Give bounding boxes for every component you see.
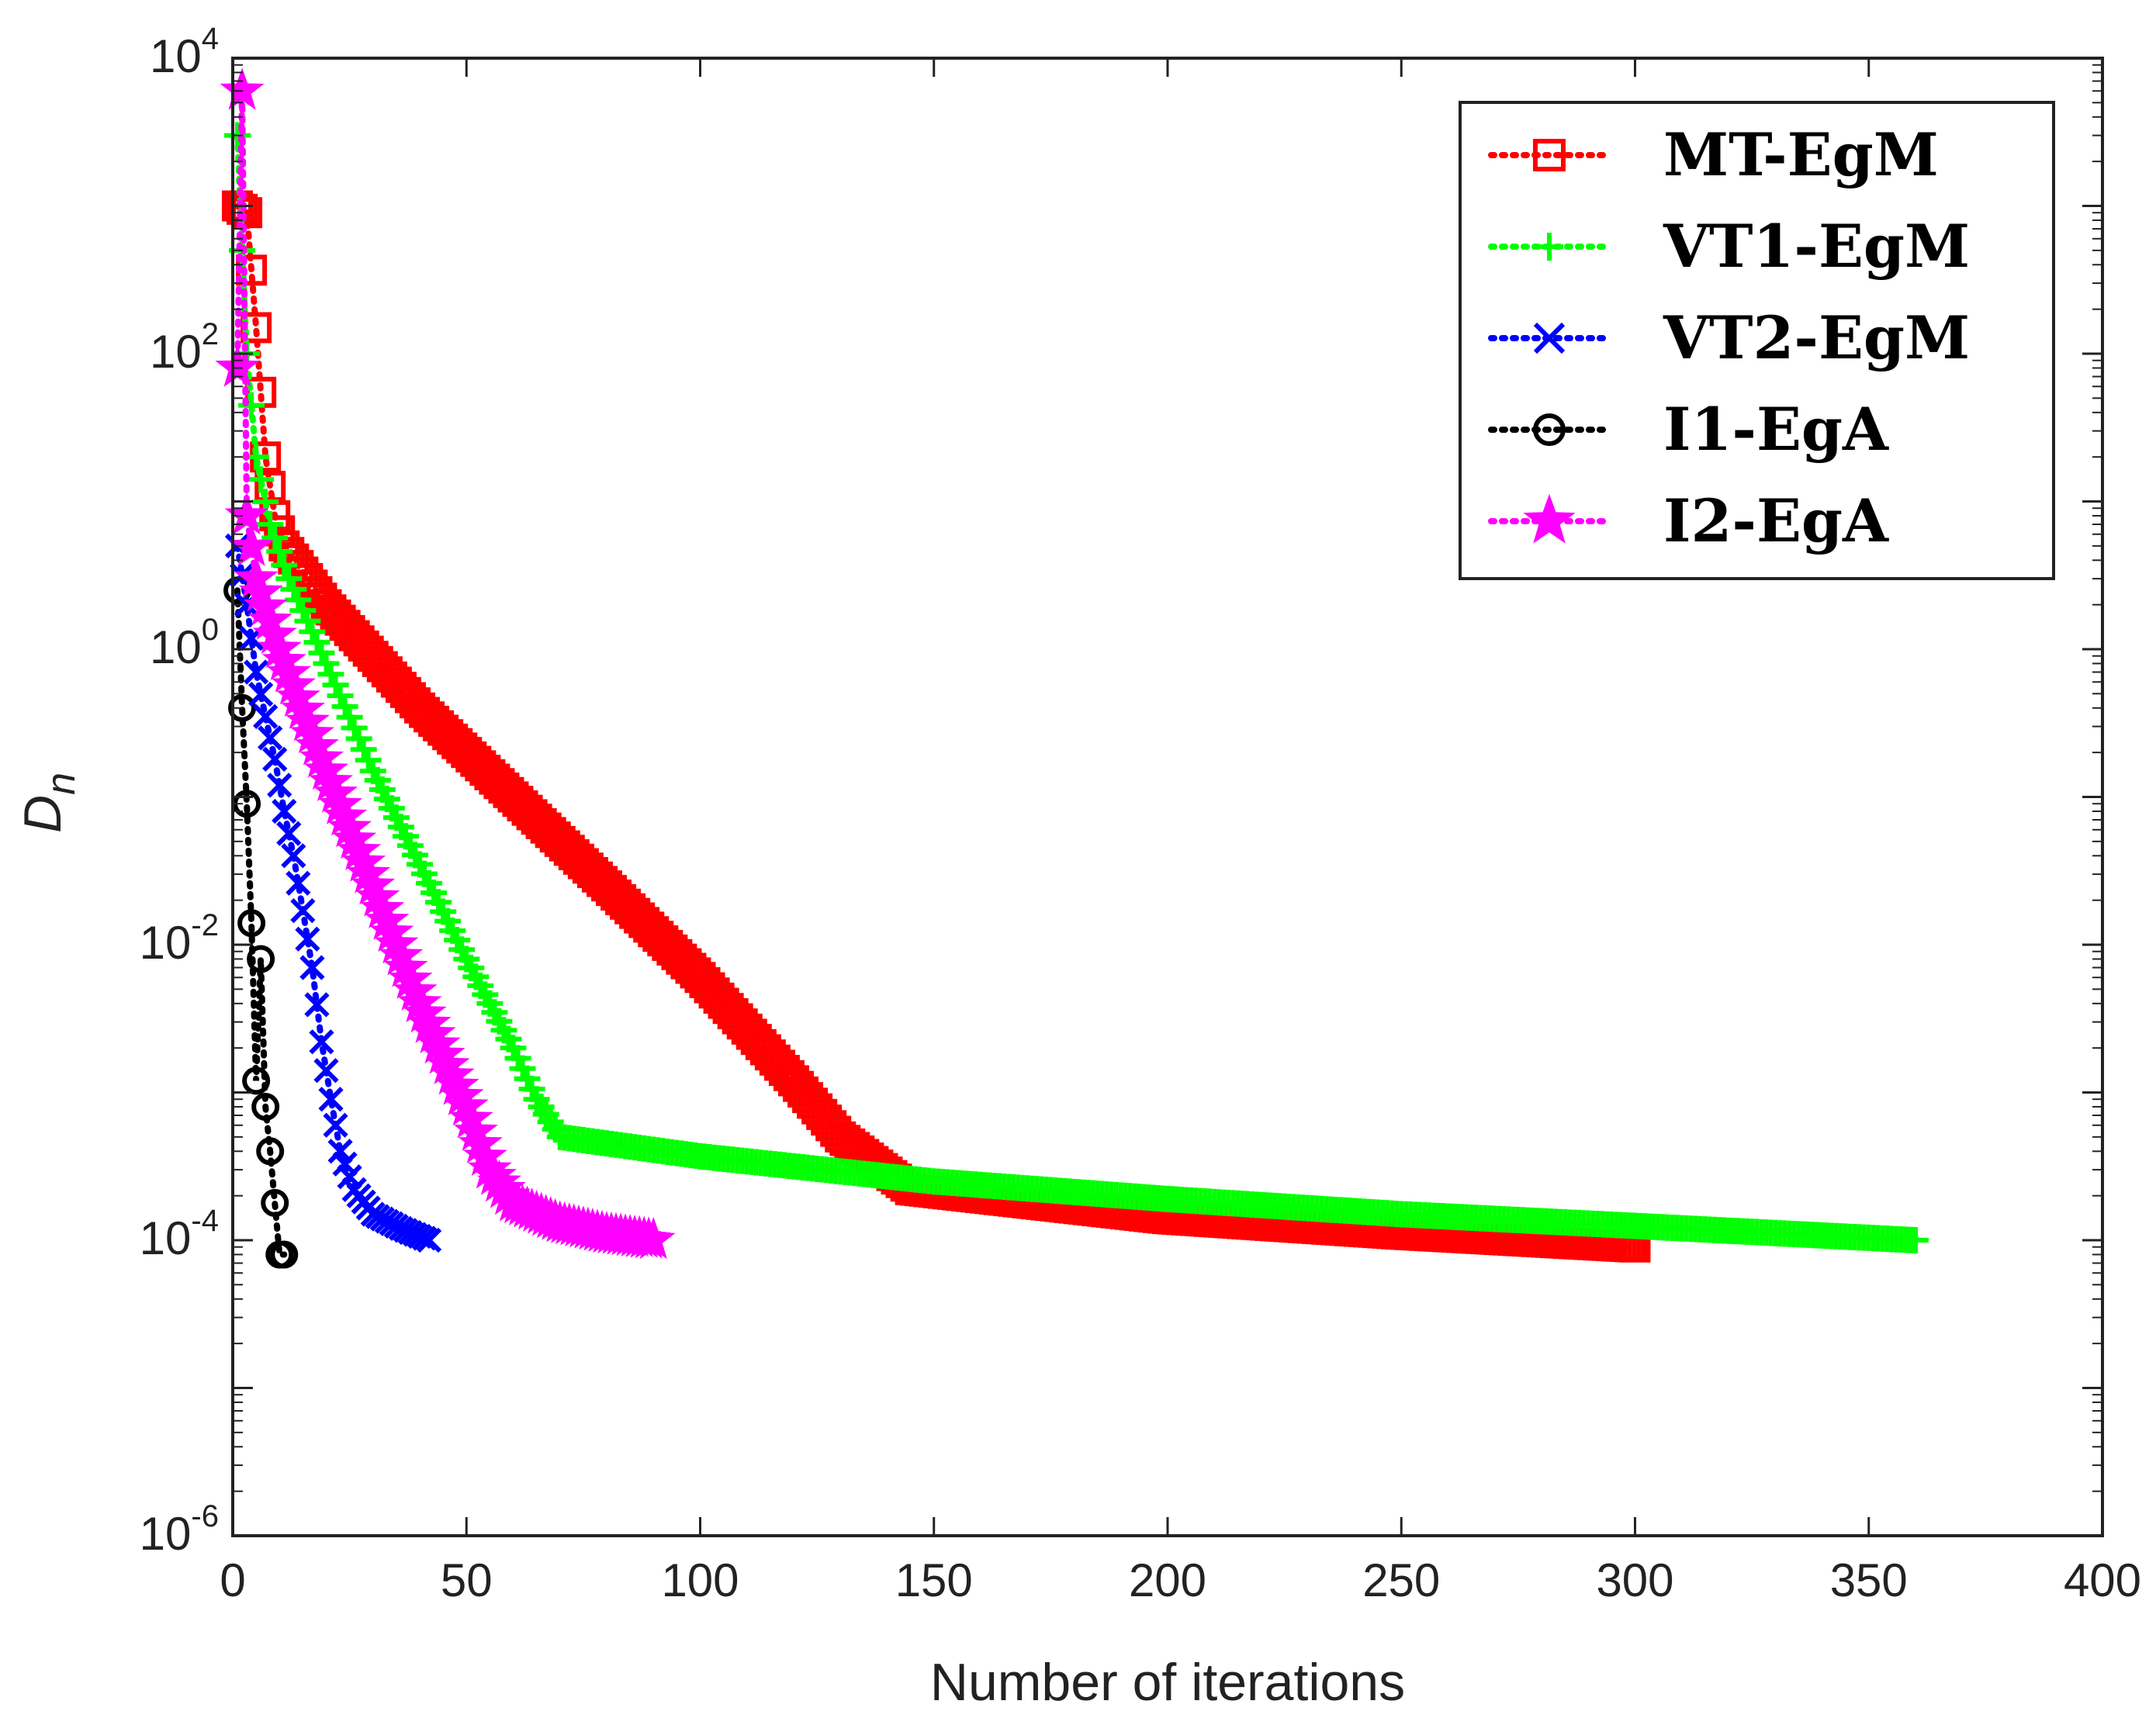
legend-item: I2-EgA [1488,486,1889,555]
y-axis-label-main: D [13,795,72,833]
legend-item: I1-EgA [1488,395,1889,464]
data-point [276,821,302,846]
y-tick-base: 10 [140,917,192,969]
y-tick-exponent: 4 [202,22,219,56]
series-vt2-egm [224,533,442,1253]
data-point [313,1058,339,1084]
y-tick-label: 102 [150,317,219,378]
data-point [256,1137,285,1166]
x-tick-label: 150 [895,1554,973,1606]
x-tick-label: 50 [441,1554,493,1606]
legend-label: I1-EgA [1663,395,1889,464]
data-point [1533,139,1566,171]
data-point [1533,413,1566,446]
data-point [272,798,297,824]
data-point [251,1092,280,1121]
data-point [318,1087,344,1112]
x-tick-label: 100 [661,1554,739,1606]
data-point [1523,493,1576,544]
data-point [416,1227,442,1253]
data-point [247,466,275,493]
data-point [1535,233,1563,261]
data-point [237,909,266,938]
legend-label: MT-EgM [1663,120,1939,189]
legend-label: VT2-EgM [1663,303,1970,372]
y-tick-label: 104 [150,22,219,82]
legend: MT-EgM VT1-EgM VT2-EgM I1-EgA I2-EgA [1459,101,2055,580]
legend-item: VT1-EgM [1488,212,1970,281]
y-axis-label: Dn [13,773,84,833]
y-tick-label: 10-6 [140,1499,219,1560]
legend-item: MT-EgM [1488,120,1939,189]
data-point [295,926,320,952]
data-point [1902,1227,1929,1253]
data-point [266,538,293,565]
data-point [238,392,265,419]
data-point [248,682,274,707]
data-point [261,524,289,551]
series-line [234,542,432,1243]
data-point [270,1240,299,1269]
data-point [242,1066,271,1095]
y-tick-base: 10 [140,1212,192,1264]
data-point [323,1112,348,1138]
x-tick-label: 300 [1596,1554,1673,1606]
x-axis-label: Number of iterations [930,1653,1405,1712]
y-tick-exponent: -6 [191,1499,219,1533]
y-tick-base: 10 [150,30,202,82]
legend-label: I2-EgA [1663,486,1889,555]
legend-label: VT1-EgM [1663,212,1970,281]
data-point [220,67,265,110]
x-tick-label: 350 [1830,1554,1908,1606]
data-point [271,551,298,579]
data-point [290,897,316,924]
x-tick-label: 250 [1362,1554,1440,1606]
y-tick-label: 100 [150,613,219,673]
data-point [257,511,284,538]
y-tick-base: 10 [150,621,202,673]
y-tick-exponent: -4 [191,1204,219,1238]
data-point [244,659,269,685]
y-tick-base: 10 [140,1508,192,1560]
legend-item: VT2-EgM [1488,303,1970,372]
series-line [234,587,288,1258]
x-tick-label: 200 [1129,1554,1206,1606]
y-tick-exponent: 2 [202,317,219,351]
data-point [253,703,279,729]
y-tick-exponent: -2 [191,908,219,942]
series-i2-ega [215,67,676,1260]
x-tick-label: 0 [220,1554,245,1606]
data-point [262,746,288,772]
data-point [631,1217,676,1260]
y-tick-exponent: 0 [202,613,219,647]
data-point [281,843,306,869]
data-point [299,955,325,980]
data-point [1533,322,1566,354]
y-axis-label-sub: n [39,773,84,795]
data-point [286,870,311,896]
data-point [258,725,283,751]
data-point [229,524,274,566]
y-tick-base: 10 [150,326,202,378]
y-tick-label: 10-4 [140,1204,219,1264]
data-point [304,992,330,1018]
data-point [247,945,275,973]
data-point [267,773,292,798]
data-point [261,1188,289,1217]
data-point [309,1029,334,1055]
x-tick-label: 400 [2064,1554,2141,1606]
y-tick-label: 10-2 [140,908,219,969]
series-vt1-egm [224,122,1929,1253]
